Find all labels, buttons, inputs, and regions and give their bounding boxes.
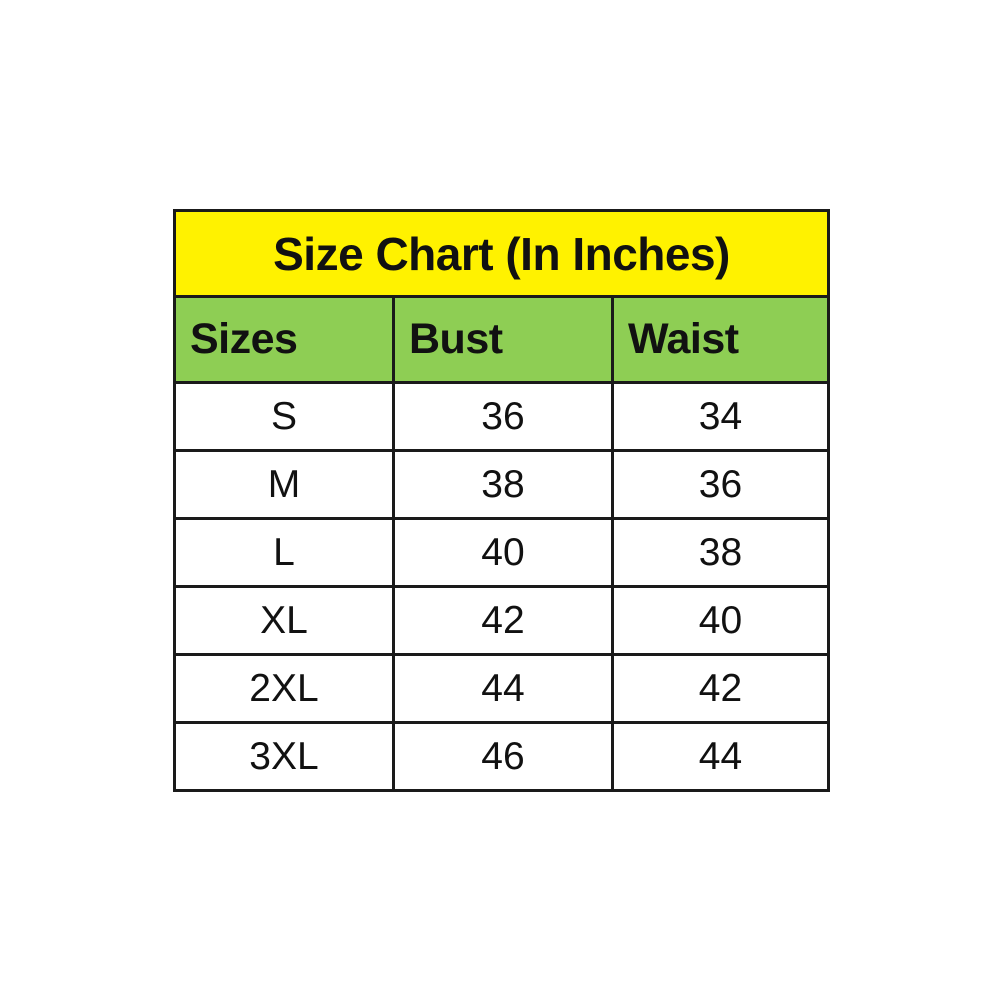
cell-waist: 38 <box>612 518 829 588</box>
size-chart-container: Size Chart (In Inches) Sizes Bust Waist … <box>173 209 830 792</box>
cell-size: L <box>174 518 395 588</box>
column-header-bust: Bust <box>393 296 614 384</box>
cell-size: M <box>174 450 395 520</box>
cell-waist: 42 <box>612 654 829 724</box>
column-header-row: Sizes Bust Waist <box>174 296 829 384</box>
column-header-sizes: Sizes <box>174 296 395 384</box>
cell-bust: 38 <box>393 450 614 520</box>
cell-waist: 34 <box>612 382 829 452</box>
cell-bust: 36 <box>393 382 614 452</box>
cell-bust: 44 <box>393 654 614 724</box>
cell-waist: 44 <box>612 722 829 791</box>
table-row: S 36 34 <box>174 382 829 452</box>
cell-waist: 36 <box>612 450 829 520</box>
cell-size: S <box>174 382 395 452</box>
cell-size: 2XL <box>174 654 395 724</box>
table-row: 2XL 44 42 <box>174 654 829 724</box>
cell-bust: 42 <box>393 586 614 656</box>
table-row: XL 42 40 <box>174 586 829 656</box>
table-row: 3XL 46 44 <box>174 722 829 791</box>
table-row: L 40 38 <box>174 518 829 588</box>
column-header-waist: Waist <box>612 296 829 384</box>
cell-bust: 46 <box>393 722 614 791</box>
cell-waist: 40 <box>612 586 829 656</box>
cell-bust: 40 <box>393 518 614 588</box>
table-row: M 38 36 <box>174 450 829 520</box>
chart-title-row: Size Chart (In Inches) <box>174 210 829 298</box>
cell-size: 3XL <box>174 722 395 791</box>
cell-size: XL <box>174 586 395 656</box>
size-chart-table: Size Chart (In Inches) Sizes Bust Waist … <box>173 209 830 792</box>
chart-title: Size Chart (In Inches) <box>174 210 829 298</box>
